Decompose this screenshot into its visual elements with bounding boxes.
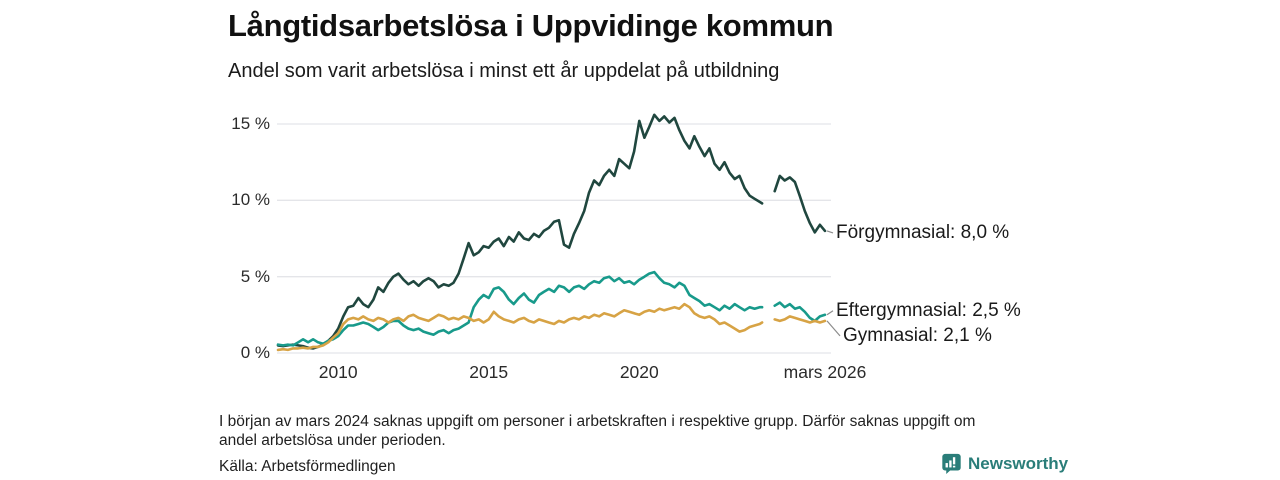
x-tick-label: 2015 bbox=[469, 362, 509, 382]
x-tick-label: mars 2026 bbox=[783, 362, 867, 382]
series-end-label: Förgymnasial: 8,0 % bbox=[836, 221, 1010, 243]
brand-name: Newsworthy bbox=[968, 453, 1069, 473]
series-line-eftergymnasial bbox=[276, 270, 764, 347]
bar-chart-bubble-icon bbox=[941, 453, 962, 474]
series-line-eftergymnasial bbox=[773, 301, 827, 323]
series-end-label: Eftergymnasial: 2,5 % bbox=[836, 299, 1021, 321]
footnote-line-1: I början av mars 2024 saknas uppgift om … bbox=[219, 413, 976, 430]
brand-logo: Newsworthy bbox=[941, 453, 1068, 474]
source-label: Källa: Arbetsförmedlingen bbox=[219, 458, 396, 475]
x-tick-label: 2020 bbox=[619, 362, 659, 382]
label-connector bbox=[826, 230, 834, 234]
series-line-förgymnasial bbox=[276, 113, 764, 350]
y-tick-label: 15 % bbox=[231, 113, 270, 133]
chart-title: Långtidsarbetslösa i Uppvidinge kommun bbox=[228, 8, 834, 43]
label-connector bbox=[826, 310, 834, 316]
y-tick-label: 0 % bbox=[240, 343, 270, 362]
series-line-förgymnasial bbox=[773, 174, 827, 234]
x-tick-label: 2010 bbox=[318, 362, 358, 382]
series-line-gymnasial bbox=[773, 315, 827, 324]
footnote-line-2: andel arbetslösa under perioden. bbox=[219, 432, 446, 449]
y-tick-label: 5 % bbox=[240, 266, 270, 286]
series-line-gymnasial bbox=[276, 302, 764, 352]
y-tick-label: 10 % bbox=[231, 190, 270, 210]
label-connector bbox=[826, 320, 841, 337]
series-end-label: Gymnasial: 2,1 % bbox=[843, 324, 992, 346]
chart-subtitle: Andel som varit arbetslösa i minst ett å… bbox=[228, 60, 780, 82]
chart-footnote: I början av mars 2024 saknas uppgift om … bbox=[219, 412, 1099, 450]
